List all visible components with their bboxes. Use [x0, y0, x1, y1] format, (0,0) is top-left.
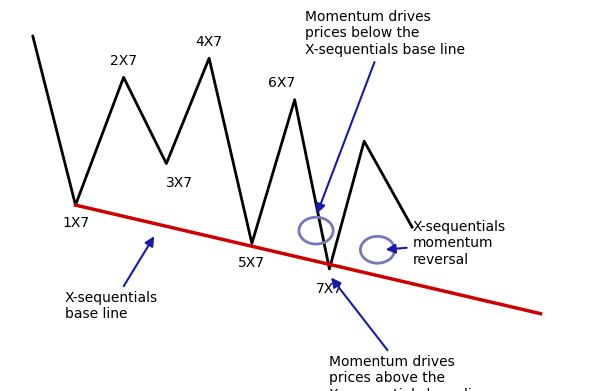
- Text: Momentum drives
prices below the
X-sequentials base line: Momentum drives prices below the X-seque…: [305, 10, 466, 212]
- Text: X-sequentials
momentum
reversal: X-sequentials momentum reversal: [388, 220, 505, 267]
- Text: 1X7: 1X7: [62, 216, 89, 230]
- Text: Momentum drives
prices above the
X-sequentials base line: Momentum drives prices above the X-seque…: [329, 279, 490, 391]
- Text: 5X7: 5X7: [238, 256, 265, 270]
- Text: X-sequentials
base line: X-sequentials base line: [65, 238, 158, 321]
- Text: 6X7: 6X7: [268, 76, 295, 90]
- Text: 3X7: 3X7: [166, 176, 193, 190]
- Text: 7X7: 7X7: [316, 282, 343, 296]
- Text: 4X7: 4X7: [196, 35, 223, 48]
- Text: 2X7: 2X7: [110, 54, 137, 68]
